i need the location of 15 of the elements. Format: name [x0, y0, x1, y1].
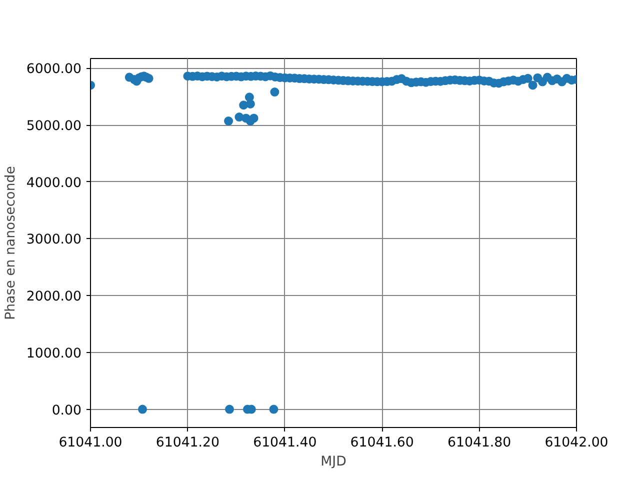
y-tick-label: 0.00 — [52, 403, 82, 418]
x-tick-label: 61042.00 — [544, 436, 608, 450]
x-tick-label: 61041.60 — [350, 436, 414, 450]
x-tick-label: 61041.80 — [448, 436, 512, 450]
y-tick-label: 3000.00 — [26, 232, 82, 248]
x-tick-label: 61041.40 — [253, 436, 317, 450]
x-tick-label: 61041.00 — [58, 436, 122, 450]
y-axis-title: Phase en nanoseconde — [3, 166, 18, 320]
x-axis-title: MJD — [320, 454, 346, 470]
x-tick-label: 61041.20 — [156, 436, 220, 450]
y-tick-label: 6000.00 — [26, 62, 82, 78]
y-tick-label: 4000.00 — [26, 176, 82, 191]
y-tick-label: 2000.00 — [26, 290, 82, 305]
y-tick-label: 1000.00 — [26, 346, 82, 362]
y-tick-label: 5000.00 — [26, 119, 82, 134]
